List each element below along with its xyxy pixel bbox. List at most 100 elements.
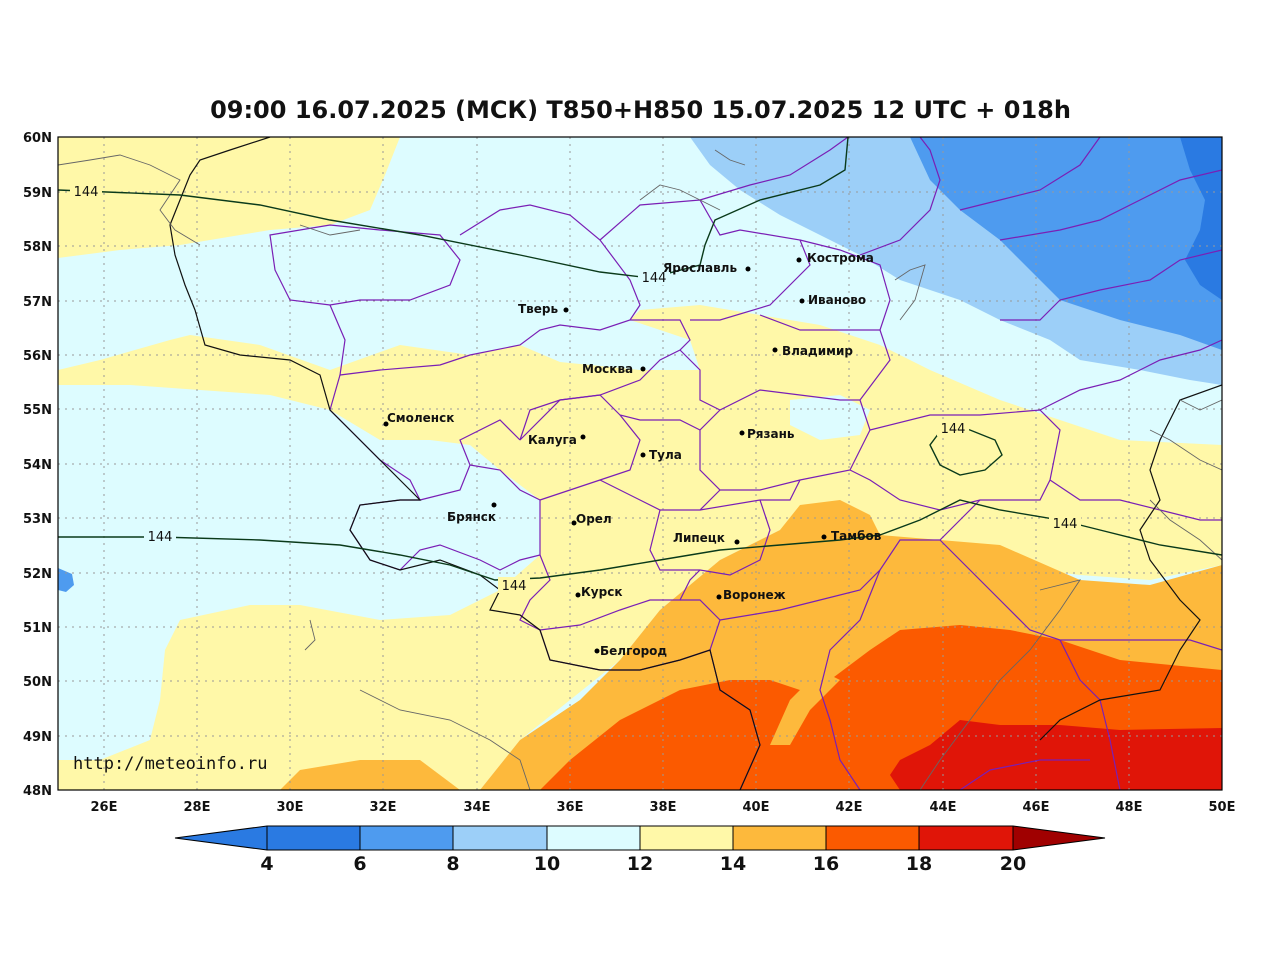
colorbar-segment xyxy=(640,826,733,850)
lon-tick-label: 32E xyxy=(370,800,397,815)
city-label: Кострома xyxy=(807,251,874,265)
city-dot xyxy=(580,434,586,440)
lon-tick-label: 40E xyxy=(743,800,770,815)
city-dot xyxy=(575,592,581,598)
city-dot xyxy=(821,534,827,540)
contour-label: 144 xyxy=(1053,517,1078,532)
band-10-12-patch xyxy=(790,395,870,440)
map-title: 09:00 16.07.2025 (МСК) T850+H850 15.07.2… xyxy=(210,96,1071,124)
city-label: Липецк xyxy=(673,531,725,545)
colorbar-tick-label: 10 xyxy=(534,853,560,875)
colorbar-tick-label: 6 xyxy=(353,853,366,875)
band-18-20 xyxy=(890,720,1222,790)
colorbar-tick-label: 20 xyxy=(1000,853,1026,875)
lat-tick-label: 58N xyxy=(23,240,52,255)
colorbar-tick-label: 4 xyxy=(260,853,273,875)
colorbar-tick-label: 12 xyxy=(627,853,653,875)
colorbar-tick-label: 18 xyxy=(906,853,932,875)
lon-tick-label: 30E xyxy=(277,800,304,815)
contour-label: 144 xyxy=(502,579,527,594)
colorbar-segment xyxy=(547,826,640,850)
lat-tick-label: 60N xyxy=(23,131,52,146)
city-dot xyxy=(491,502,497,508)
lon-tick-label: 44E xyxy=(930,800,957,815)
city-label: Тула xyxy=(649,448,682,462)
rivers-coastlines xyxy=(58,149,1222,790)
band-4-6-west-patch xyxy=(58,568,74,592)
lon-tick-label: 36E xyxy=(557,800,584,815)
city-label: Тамбов xyxy=(831,529,882,543)
city-label: Калуга xyxy=(528,433,577,447)
contour-label: 144 xyxy=(941,422,966,437)
city-dot xyxy=(734,539,740,545)
city-dot xyxy=(796,257,802,263)
city-label: Воронеж xyxy=(723,588,786,602)
city-dot xyxy=(745,266,751,272)
city-label: Белгород xyxy=(600,644,667,658)
band-12-14-north xyxy=(58,137,400,258)
contour-label: 144 xyxy=(148,530,173,545)
city-label: Москва xyxy=(582,362,633,376)
band-12-14-main xyxy=(58,305,1222,790)
colorbar: 4 6 8 10 12 14 16 18 20 xyxy=(174,825,1106,875)
city-dot xyxy=(571,520,577,526)
colorbar-segment xyxy=(733,826,826,850)
city-label: Рязань xyxy=(747,427,795,441)
contour-label: 144 xyxy=(642,271,667,286)
city-label: Иваново xyxy=(808,293,866,307)
city-label: Тверь xyxy=(518,302,559,316)
lat-tick-label: 50N xyxy=(23,675,52,690)
city-markers: Кострома Ярославль Иваново Тверь Владими… xyxy=(383,251,882,658)
lat-tick-label: 54N xyxy=(23,458,52,473)
city-dot xyxy=(772,347,778,353)
lon-tick-label: 48E xyxy=(1116,800,1143,815)
lat-tick-label: 53N xyxy=(23,512,52,527)
city-dot xyxy=(739,430,745,436)
city-dot xyxy=(799,298,805,304)
city-dot xyxy=(563,307,569,313)
lon-tick-label: 34E xyxy=(464,800,491,815)
watermark-url: http://meteoinfo.ru xyxy=(73,754,267,774)
city-label: Курск xyxy=(581,585,622,599)
colorbar-segment xyxy=(360,826,453,850)
lat-tick-label: 55N xyxy=(23,403,52,418)
colorbar-tick-label: 14 xyxy=(720,853,746,875)
colorbar-segment xyxy=(267,826,360,850)
contour-label: 144 xyxy=(74,185,99,200)
contour-label-group: 144 144 144 144 144 144 xyxy=(70,183,1081,594)
colorbar-tick-label: 8 xyxy=(446,853,459,875)
lat-tick-label: 48N xyxy=(23,784,52,799)
city-label: Владимир xyxy=(782,344,853,358)
lon-tick-label: 50E xyxy=(1209,800,1236,815)
band-14-16-tongue xyxy=(770,670,840,745)
lon-tick-label: 28E xyxy=(184,800,211,815)
colorbar-left-arrow xyxy=(175,826,267,850)
colorbar-segment xyxy=(453,826,547,850)
city-dot xyxy=(594,648,600,654)
city-dot xyxy=(716,594,722,600)
band-6-8 xyxy=(910,137,1222,350)
lat-tick-label: 57N xyxy=(23,295,52,310)
colorbar-segment xyxy=(919,826,1013,850)
band-14-16-left xyxy=(280,760,460,790)
longitude-axis: 26E 28E 30E 32E 34E 36E 38E 40E 42E 44E … xyxy=(91,800,1236,815)
lat-tick-label: 52N xyxy=(23,567,52,582)
lat-tick-label: 51N xyxy=(23,621,52,636)
city-dot xyxy=(640,366,646,372)
lon-tick-label: 38E xyxy=(650,800,677,815)
city-dot xyxy=(640,452,646,458)
lon-tick-label: 26E xyxy=(91,800,118,815)
lon-tick-label: 42E xyxy=(836,800,863,815)
city-label: Брянск xyxy=(447,510,496,524)
latitude-axis: 60N 59N 58N 57N 56N 55N 54N 53N 52N 51N … xyxy=(23,131,52,799)
city-dot xyxy=(383,421,389,427)
country-borders xyxy=(169,137,1222,790)
lon-tick-label: 46E xyxy=(1023,800,1050,815)
city-label: Смоленск xyxy=(387,411,454,425)
colorbar-right-arrow xyxy=(1013,826,1105,850)
lat-tick-label: 59N xyxy=(23,186,52,201)
city-label: Орел xyxy=(576,512,612,526)
city-label: Ярославль xyxy=(663,261,737,275)
colorbar-segment xyxy=(826,826,919,850)
